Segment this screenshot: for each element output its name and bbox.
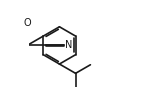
Text: O: O <box>23 18 31 28</box>
Text: N: N <box>65 40 73 50</box>
